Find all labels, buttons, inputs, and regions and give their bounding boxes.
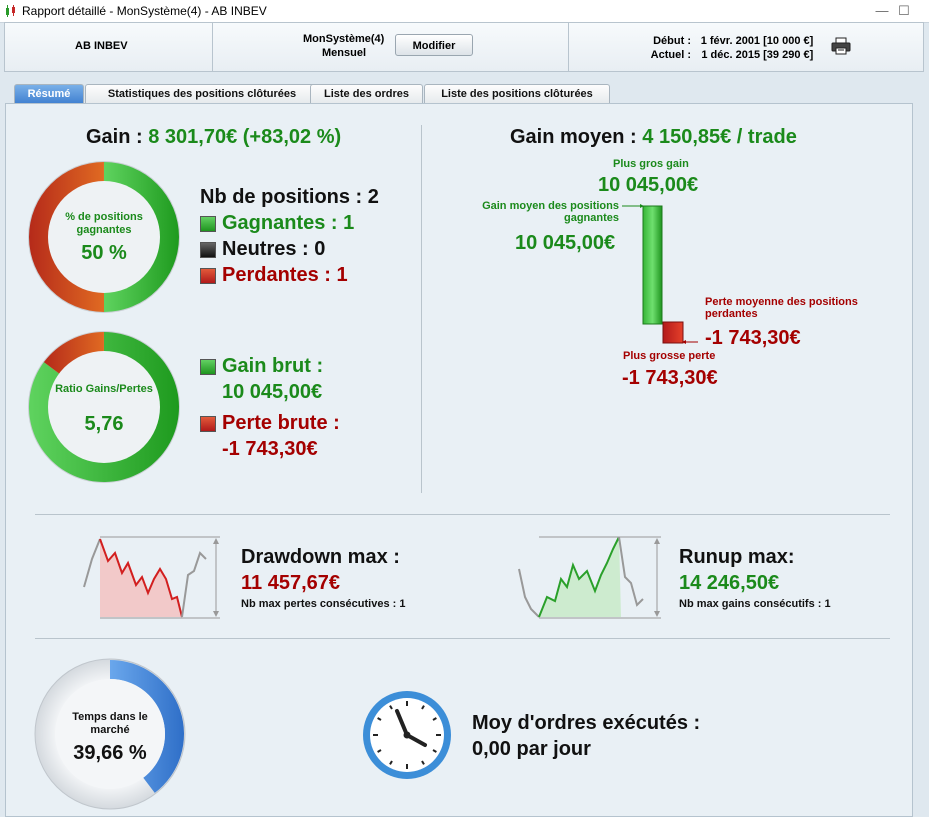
positions-count: Nb de positions : 2 [200, 186, 379, 208]
current-label: Actuel : [650, 49, 691, 61]
neutral-count: Neutres : 0 [222, 238, 326, 260]
drawdown-sub-label: Nb max pertes consécutives : 1 [241, 598, 406, 610]
losing-arc [29, 162, 105, 312]
drawdown-mini-chart [83, 536, 220, 619]
winning-pct-value: 50 % [81, 242, 127, 264]
avg-gain-value: 4 150,85€ / trade [642, 126, 797, 148]
gross-gain-square-icon [200, 359, 216, 375]
minimize-button[interactable]: — [875, 3, 889, 18]
tab-orders[interactable]: Liste des ordres [310, 84, 423, 104]
avg-winning-value: 10 045,00€ [515, 232, 616, 254]
winning-square-icon [200, 216, 216, 232]
avg-losing-label-line2: perdantes [705, 308, 758, 320]
modify-button[interactable]: Modifier [395, 34, 473, 56]
ratio-label: Ratio Gains/Pertes [55, 383, 153, 395]
gross-loss-square-icon [200, 416, 216, 432]
gross-loss-label: Perte brute : [222, 412, 340, 434]
time-arc [110, 660, 185, 793]
losing-count: Perdantes : 1 [222, 264, 348, 286]
ratio-donut [28, 331, 180, 483]
winning-pct-label: % de positions gagnantes [65, 211, 143, 236]
gain-heading: Gain : 8 301,70€ (+83,02 %) [86, 126, 341, 149]
orders-value: 0,00 par jour [472, 738, 591, 760]
runup-label: Runup max: [679, 546, 795, 568]
tab-resume[interactable]: Résumé [14, 84, 84, 104]
ratio-rest-arc [43, 332, 104, 375]
header-symbol-cell: AB INBEV [5, 23, 213, 71]
losing-square-icon [200, 268, 216, 284]
winning-arc [104, 162, 179, 312]
avg-gain-heading: Gain moyen : 4 150,85€ / trade [510, 126, 797, 149]
loss-bar [662, 321, 684, 344]
separator-2 [35, 638, 890, 639]
drawdown-value: 11 457,67€ [241, 572, 340, 594]
title-bar: Rapport détaillé - MonSystème(4) - AB IN… [0, 0, 929, 23]
biggest-gain-value: 10 045,00€ [598, 174, 699, 196]
avg-winning-label-line1: Gain moyen des positions [482, 200, 619, 212]
gross-gain-value: 10 045,00€ [222, 381, 323, 403]
gross-loss-value: -1 743,30€ [222, 438, 318, 460]
gross-gain-label: Gain brut : [222, 355, 324, 377]
current-capital: [39 290 €] [763, 49, 814, 61]
biggest-gain-label: Plus gros gain [613, 158, 689, 170]
avg-losing-label-line1: Perte moyenne des positions [705, 296, 858, 308]
biggest-loss-value: -1 743,30€ [622, 367, 718, 389]
avg-winning-label: Gain moyen des positions gagnantes [475, 200, 619, 224]
gain-loss-bar-chart [622, 204, 698, 344]
start-date: 1 févr. 2001 [700, 35, 761, 47]
tab-closed-stats[interactable]: Statistiques des positions clôturées [85, 84, 319, 104]
system-period: Mensuel [322, 47, 367, 59]
avg-losing-value: -1 743,30€ [705, 327, 801, 349]
runup-mini-chart [518, 536, 661, 619]
symbol-name: AB INBEV [75, 40, 128, 52]
biggest-loss-label: Plus grosse perte [623, 350, 716, 362]
start-capital: [10 000 €] [763, 35, 814, 47]
time-in-market-value: 39,66 % [73, 742, 147, 764]
current-date: 1 déc. 2015 [701, 49, 761, 61]
print-icon[interactable] [831, 37, 851, 55]
report-header: AB INBEV MonSystème(4) Mensuel Modifier … [4, 22, 924, 72]
date-range: Début : 1 févr. 2001 [10 000 €] Actuel :… [645, 34, 814, 62]
tab-closed-positions[interactable]: Liste des positions clôturées [424, 84, 610, 104]
avg-gain-label: Gain moyen : [510, 126, 637, 148]
gain-label: Gain : [86, 126, 143, 148]
start-label: Début : [653, 35, 691, 47]
winning-count: Gagnantes : 1 [222, 212, 355, 234]
time-in-market-label: Temps dans le marché [72, 711, 148, 736]
candlestick-icon [6, 5, 15, 17]
section-divider [421, 125, 422, 493]
window-title: Rapport détaillé - MonSystème(4) - AB IN… [22, 4, 267, 18]
system-name: MonSystème(4) [303, 33, 385, 45]
orders-label: Moy d'ordres exécutés : [472, 712, 701, 734]
drawdown-label: Drawdown max : [241, 546, 400, 568]
runup-sub-label: Nb max gains consécutifs : 1 [679, 598, 831, 610]
maximize-button[interactable]: ☐ [898, 3, 910, 18]
separator-1 [35, 514, 890, 515]
header-system-cell: MonSystème(4) Mensuel [212, 23, 569, 71]
avg-losing-label: Perte moyenne des positions perdantes [705, 296, 858, 320]
ratio-value: 5,76 [84, 413, 124, 435]
avg-winning-label-line2: gagnantes [563, 212, 619, 224]
winning-pct-donut [28, 161, 180, 313]
runup-value: 14 246,50€ [679, 572, 780, 594]
gain-value: 8 301,70€ (+83,02 %) [148, 126, 342, 148]
gain-bar [642, 205, 663, 325]
clock-icon [363, 691, 451, 779]
neutral-square-icon [200, 242, 216, 258]
time-in-market-donut [34, 658, 186, 810]
